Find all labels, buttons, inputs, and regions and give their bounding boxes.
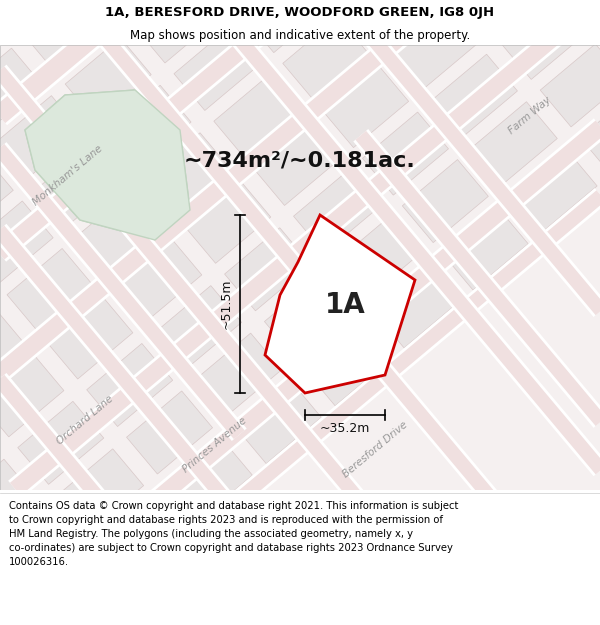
Polygon shape: [334, 217, 419, 301]
Polygon shape: [105, 85, 191, 168]
Polygon shape: [362, 112, 448, 195]
Polygon shape: [323, 64, 409, 148]
Polygon shape: [392, 7, 478, 90]
Polygon shape: [304, 322, 391, 406]
Polygon shape: [0, 1, 2, 84]
Polygon shape: [265, 215, 415, 393]
Polygon shape: [0, 48, 43, 131]
Text: Princes Avenue: Princes Avenue: [181, 416, 249, 474]
Polygon shape: [76, 191, 162, 274]
Polygon shape: [116, 238, 202, 321]
Text: Monkham's Lane: Monkham's Lane: [31, 143, 105, 207]
Polygon shape: [0, 306, 24, 389]
Polygon shape: [293, 170, 380, 253]
Polygon shape: [0, 96, 82, 179]
Polygon shape: [36, 143, 122, 226]
Text: 1A, BERESFORD DRIVE, WOODFORD GREEN, IG8 0JH: 1A, BERESFORD DRIVE, WOODFORD GREEN, IG8…: [106, 6, 494, 19]
Polygon shape: [254, 122, 340, 206]
Polygon shape: [0, 564, 6, 625]
Polygon shape: [94, 0, 180, 16]
Polygon shape: [18, 401, 104, 484]
Polygon shape: [431, 54, 517, 138]
Polygon shape: [174, 28, 260, 111]
Polygon shape: [127, 391, 212, 474]
Polygon shape: [58, 449, 143, 532]
Text: Farm Way: Farm Way: [507, 94, 553, 136]
Polygon shape: [185, 180, 271, 263]
Polygon shape: [0, 459, 35, 542]
Polygon shape: [569, 0, 600, 21]
Polygon shape: [224, 228, 311, 311]
Polygon shape: [580, 91, 600, 174]
Polygon shape: [196, 333, 281, 416]
Text: ~734m²/~0.181ac.: ~734m²/~0.181ac.: [184, 150, 416, 170]
Polygon shape: [166, 439, 253, 521]
Polygon shape: [29, 554, 115, 625]
Polygon shape: [7, 249, 93, 331]
Polygon shape: [25, 90, 190, 240]
Polygon shape: [0, 507, 74, 590]
Polygon shape: [461, 0, 547, 32]
Polygon shape: [471, 102, 557, 185]
Polygon shape: [145, 132, 231, 216]
Polygon shape: [442, 207, 528, 290]
Text: 1A: 1A: [325, 291, 365, 319]
Polygon shape: [214, 75, 300, 158]
Polygon shape: [352, 0, 438, 42]
Polygon shape: [243, 0, 329, 52]
Polygon shape: [511, 149, 597, 232]
Polygon shape: [540, 44, 600, 127]
Polygon shape: [283, 17, 369, 100]
Polygon shape: [235, 381, 322, 464]
Polygon shape: [134, 0, 220, 63]
Polygon shape: [0, 201, 53, 284]
Text: ~51.5m: ~51.5m: [220, 279, 233, 329]
Polygon shape: [0, 45, 600, 490]
Polygon shape: [47, 296, 133, 379]
Polygon shape: [25, 90, 190, 240]
Polygon shape: [87, 344, 173, 426]
Text: Contains OS data © Crown copyright and database right 2021. This information is : Contains OS data © Crown copyright and d…: [9, 501, 458, 567]
Polygon shape: [155, 286, 242, 369]
Polygon shape: [25, 0, 112, 73]
Polygon shape: [0, 0, 71, 26]
Polygon shape: [403, 159, 488, 242]
Polygon shape: [500, 0, 586, 79]
Polygon shape: [265, 275, 350, 358]
Text: Map shows position and indicative extent of the property.: Map shows position and indicative extent…: [130, 29, 470, 42]
Polygon shape: [0, 154, 13, 236]
Polygon shape: [65, 38, 151, 121]
Text: ~35.2m: ~35.2m: [320, 422, 370, 436]
Text: Beresford Drive: Beresford Drive: [341, 420, 409, 480]
Polygon shape: [203, 0, 289, 5]
Polygon shape: [0, 612, 46, 625]
Polygon shape: [97, 496, 184, 579]
Text: Orchard Lane: Orchard Lane: [55, 394, 115, 446]
Polygon shape: [373, 265, 459, 348]
Polygon shape: [0, 354, 64, 437]
